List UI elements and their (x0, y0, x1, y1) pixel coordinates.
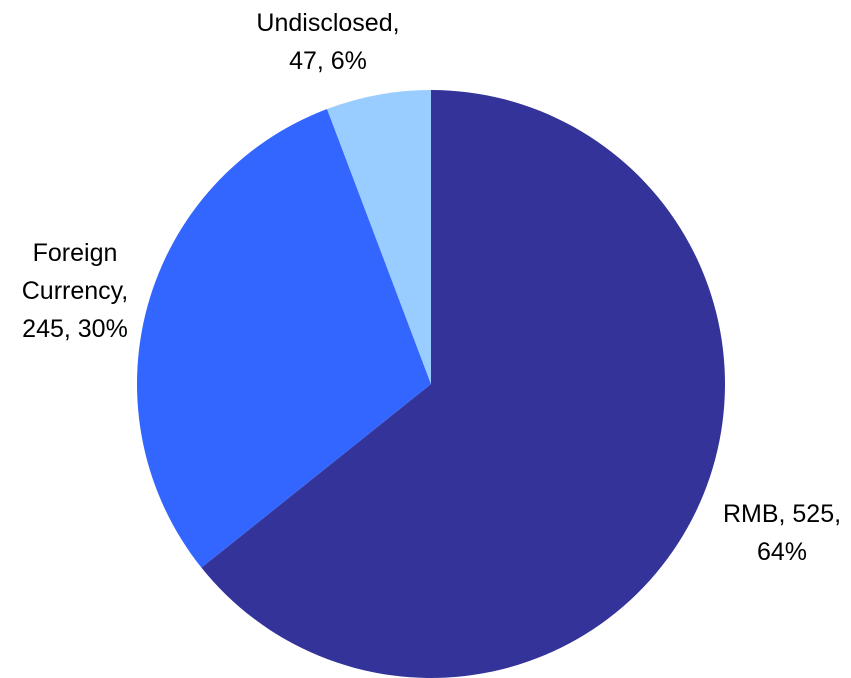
svg-text:RMB, 525,: RMB, 525, (723, 500, 841, 528)
svg-text:Foreign: Foreign (33, 239, 118, 267)
slice-label-line: Undisclosed, (256, 9, 399, 37)
svg-text:47, 6%: 47, 6% (289, 47, 367, 75)
pie-slice-foreign-currency (137, 109, 431, 568)
svg-text:Currency,: Currency, (22, 277, 129, 305)
slice-label-line: Foreign (33, 239, 118, 267)
pie-slice-rmb (201, 90, 725, 678)
pie-slices (137, 90, 725, 678)
slice-label-line: Currency, (22, 277, 129, 305)
slice-label-line: 245, 30% (22, 315, 128, 343)
svg-text:64%: 64% (757, 538, 807, 566)
slice-label-line: 64% (757, 538, 807, 566)
slice-label-line: RMB, 525, (723, 500, 841, 528)
pie-slice-undisclosed (327, 90, 431, 384)
slice-label-foreign-currency: Foreign Currency, 245, 30% (22, 239, 129, 343)
slice-label-undisclosed: Undisclosed, 47, 6% (256, 9, 399, 75)
svg-text:245, 30%: 245, 30% (22, 315, 128, 343)
slice-label-rmb: RMB, 525, 64% (723, 500, 841, 566)
slice-label-line: 47, 6% (289, 47, 367, 75)
svg-text:Undisclosed,: Undisclosed, (256, 9, 399, 37)
